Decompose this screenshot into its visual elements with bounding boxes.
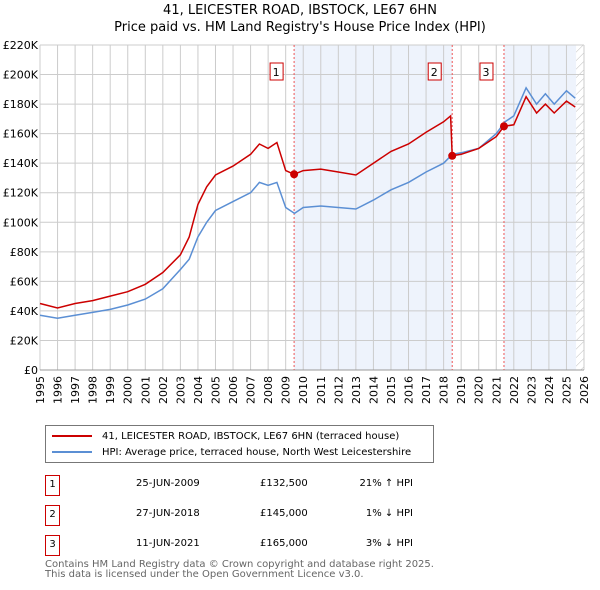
x-tick-label: 2000	[122, 376, 135, 404]
transaction-badge: 3	[45, 535, 60, 556]
x-tick-label: 2004	[192, 376, 205, 404]
legend-item-property: 41, LEICESTER ROAD, IBSTOCK, LE67 6HN (t…	[52, 429, 399, 443]
chart-title-address: 41, LEICESTER ROAD, IBSTOCK, LE67 6HN	[163, 3, 437, 18]
transaction-row: 3 11-JUN-2021 £165,000 3% ↓ HPI	[45, 535, 445, 556]
y-tick-label: £120K	[3, 187, 39, 200]
legend-swatch-red	[52, 435, 92, 437]
x-tick-label: 2018	[438, 376, 451, 404]
x-tick-label: 2010	[297, 376, 310, 404]
transaction-price: £132,500	[260, 478, 308, 489]
footer: Contains HM Land Registry data © Crown c…	[45, 560, 434, 580]
footer-copyright: Contains HM Land Registry data © Crown c…	[45, 559, 434, 570]
y-tick-label: £200K	[3, 69, 39, 82]
transaction-badge: 1	[45, 475, 60, 496]
sale-label: 1	[273, 66, 280, 79]
transaction-price: £145,000	[260, 508, 308, 519]
y-tick-label: £160K	[3, 128, 39, 141]
x-tick-label: 2008	[262, 376, 275, 404]
x-tick-label: 2014	[367, 376, 380, 404]
y-tick-label: £100K	[3, 216, 39, 229]
legend-item-hpi: HPI: Average price, terraced house, Nort…	[52, 445, 411, 459]
x-tick-label: 2017	[420, 376, 433, 404]
sale-label: 3	[482, 66, 489, 79]
x-tick-label: 1996	[52, 376, 65, 404]
y-tick-label: £20K	[10, 334, 39, 347]
sale-label-box	[269, 62, 284, 81]
forecast-hatch	[576, 45, 584, 370]
x-tick-label: 2021	[490, 376, 503, 404]
transaction-hpi-diff: 3% ↓ HPI	[365, 538, 413, 549]
x-tick-label: 2015	[385, 376, 398, 404]
sale-point	[290, 170, 299, 179]
y-tick-label: £40K	[10, 305, 39, 318]
y-tick-label: £180K	[3, 98, 39, 111]
legend-swatch-blue	[52, 451, 92, 453]
x-tick-label: 2016	[403, 376, 416, 404]
transaction-price: £165,000	[260, 538, 308, 549]
x-tick-label: 2007	[245, 376, 258, 404]
x-tick-label: 2019	[455, 376, 468, 404]
y-tick-label: £220K	[3, 39, 39, 52]
transaction-badge: 2	[45, 505, 60, 526]
x-tick-label: 1998	[87, 376, 100, 404]
x-tick-label: 2011	[315, 376, 328, 404]
transaction-hpi-diff: 21% ↑ HPI	[359, 478, 413, 489]
chart-title: Price paid vs. HM Land Registry's House …	[114, 20, 486, 35]
x-tick-label: 1999	[104, 376, 117, 404]
transaction-hpi-diff: 1% ↓ HPI	[365, 508, 413, 519]
x-tick-label: 2022	[508, 376, 521, 404]
transaction-date: 25-JUN-2009	[136, 478, 200, 489]
x-tick-label: 2025	[560, 376, 573, 404]
sale-label: 2	[431, 66, 438, 79]
sale-label-box	[479, 62, 494, 81]
y-tick-label: £140K	[3, 157, 39, 170]
legend-label: HPI: Average price, terraced house, Nort…	[102, 446, 412, 458]
hpi-line	[39, 86, 576, 320]
legend-label: 41, LEICESTER ROAD, IBSTOCK, LE67 6HN (t…	[102, 430, 400, 442]
transaction-row: 1 25-JUN-2009 £132,500 21% ↑ HPI	[45, 475, 445, 496]
x-tick-label: 2012	[332, 376, 345, 404]
x-tick-label: 2023	[525, 376, 538, 404]
price-chart: 1995 1996 1997 1998 1999 2000 2001 2002 2003 2004…	[3, 39, 591, 404]
x-tick-label: 2024	[543, 376, 556, 404]
legend: 41, LEICESTER ROAD, IBSTOCK, LE67 6HN (t…	[45, 425, 434, 463]
x-tick-label: 2006	[227, 376, 240, 404]
x-tick-label: 2026	[578, 376, 591, 404]
sale-label-box	[427, 62, 442, 81]
x-tick-label: 2001	[139, 376, 152, 404]
x-tick-label: 2009	[280, 376, 293, 404]
x-tick-label: 1995	[34, 376, 47, 404]
sale-point	[448, 151, 457, 160]
shaded-period	[503, 45, 577, 370]
y-tick-label: £0	[24, 364, 38, 377]
transaction-date: 11-JUN-2021	[136, 538, 200, 549]
transaction-row: 2 27-JUN-2018 £145,000 1% ↓ HPI	[45, 505, 445, 526]
footer-licence: This data is licensed under the Open Gov…	[45, 569, 364, 580]
x-tick-label: 2005	[209, 376, 222, 404]
sale-point	[499, 122, 508, 131]
x-tick-label: 2003	[174, 376, 187, 404]
x-tick-label: 2013	[350, 376, 363, 404]
x-tick-label: 1997	[69, 376, 82, 404]
y-tick-label: £80K	[10, 246, 39, 259]
transaction-date: 27-JUN-2018	[136, 508, 200, 519]
x-tick-label: 2002	[157, 376, 170, 404]
y-tick-label: £60K	[10, 275, 39, 288]
x-tick-label: 2020	[473, 376, 486, 404]
